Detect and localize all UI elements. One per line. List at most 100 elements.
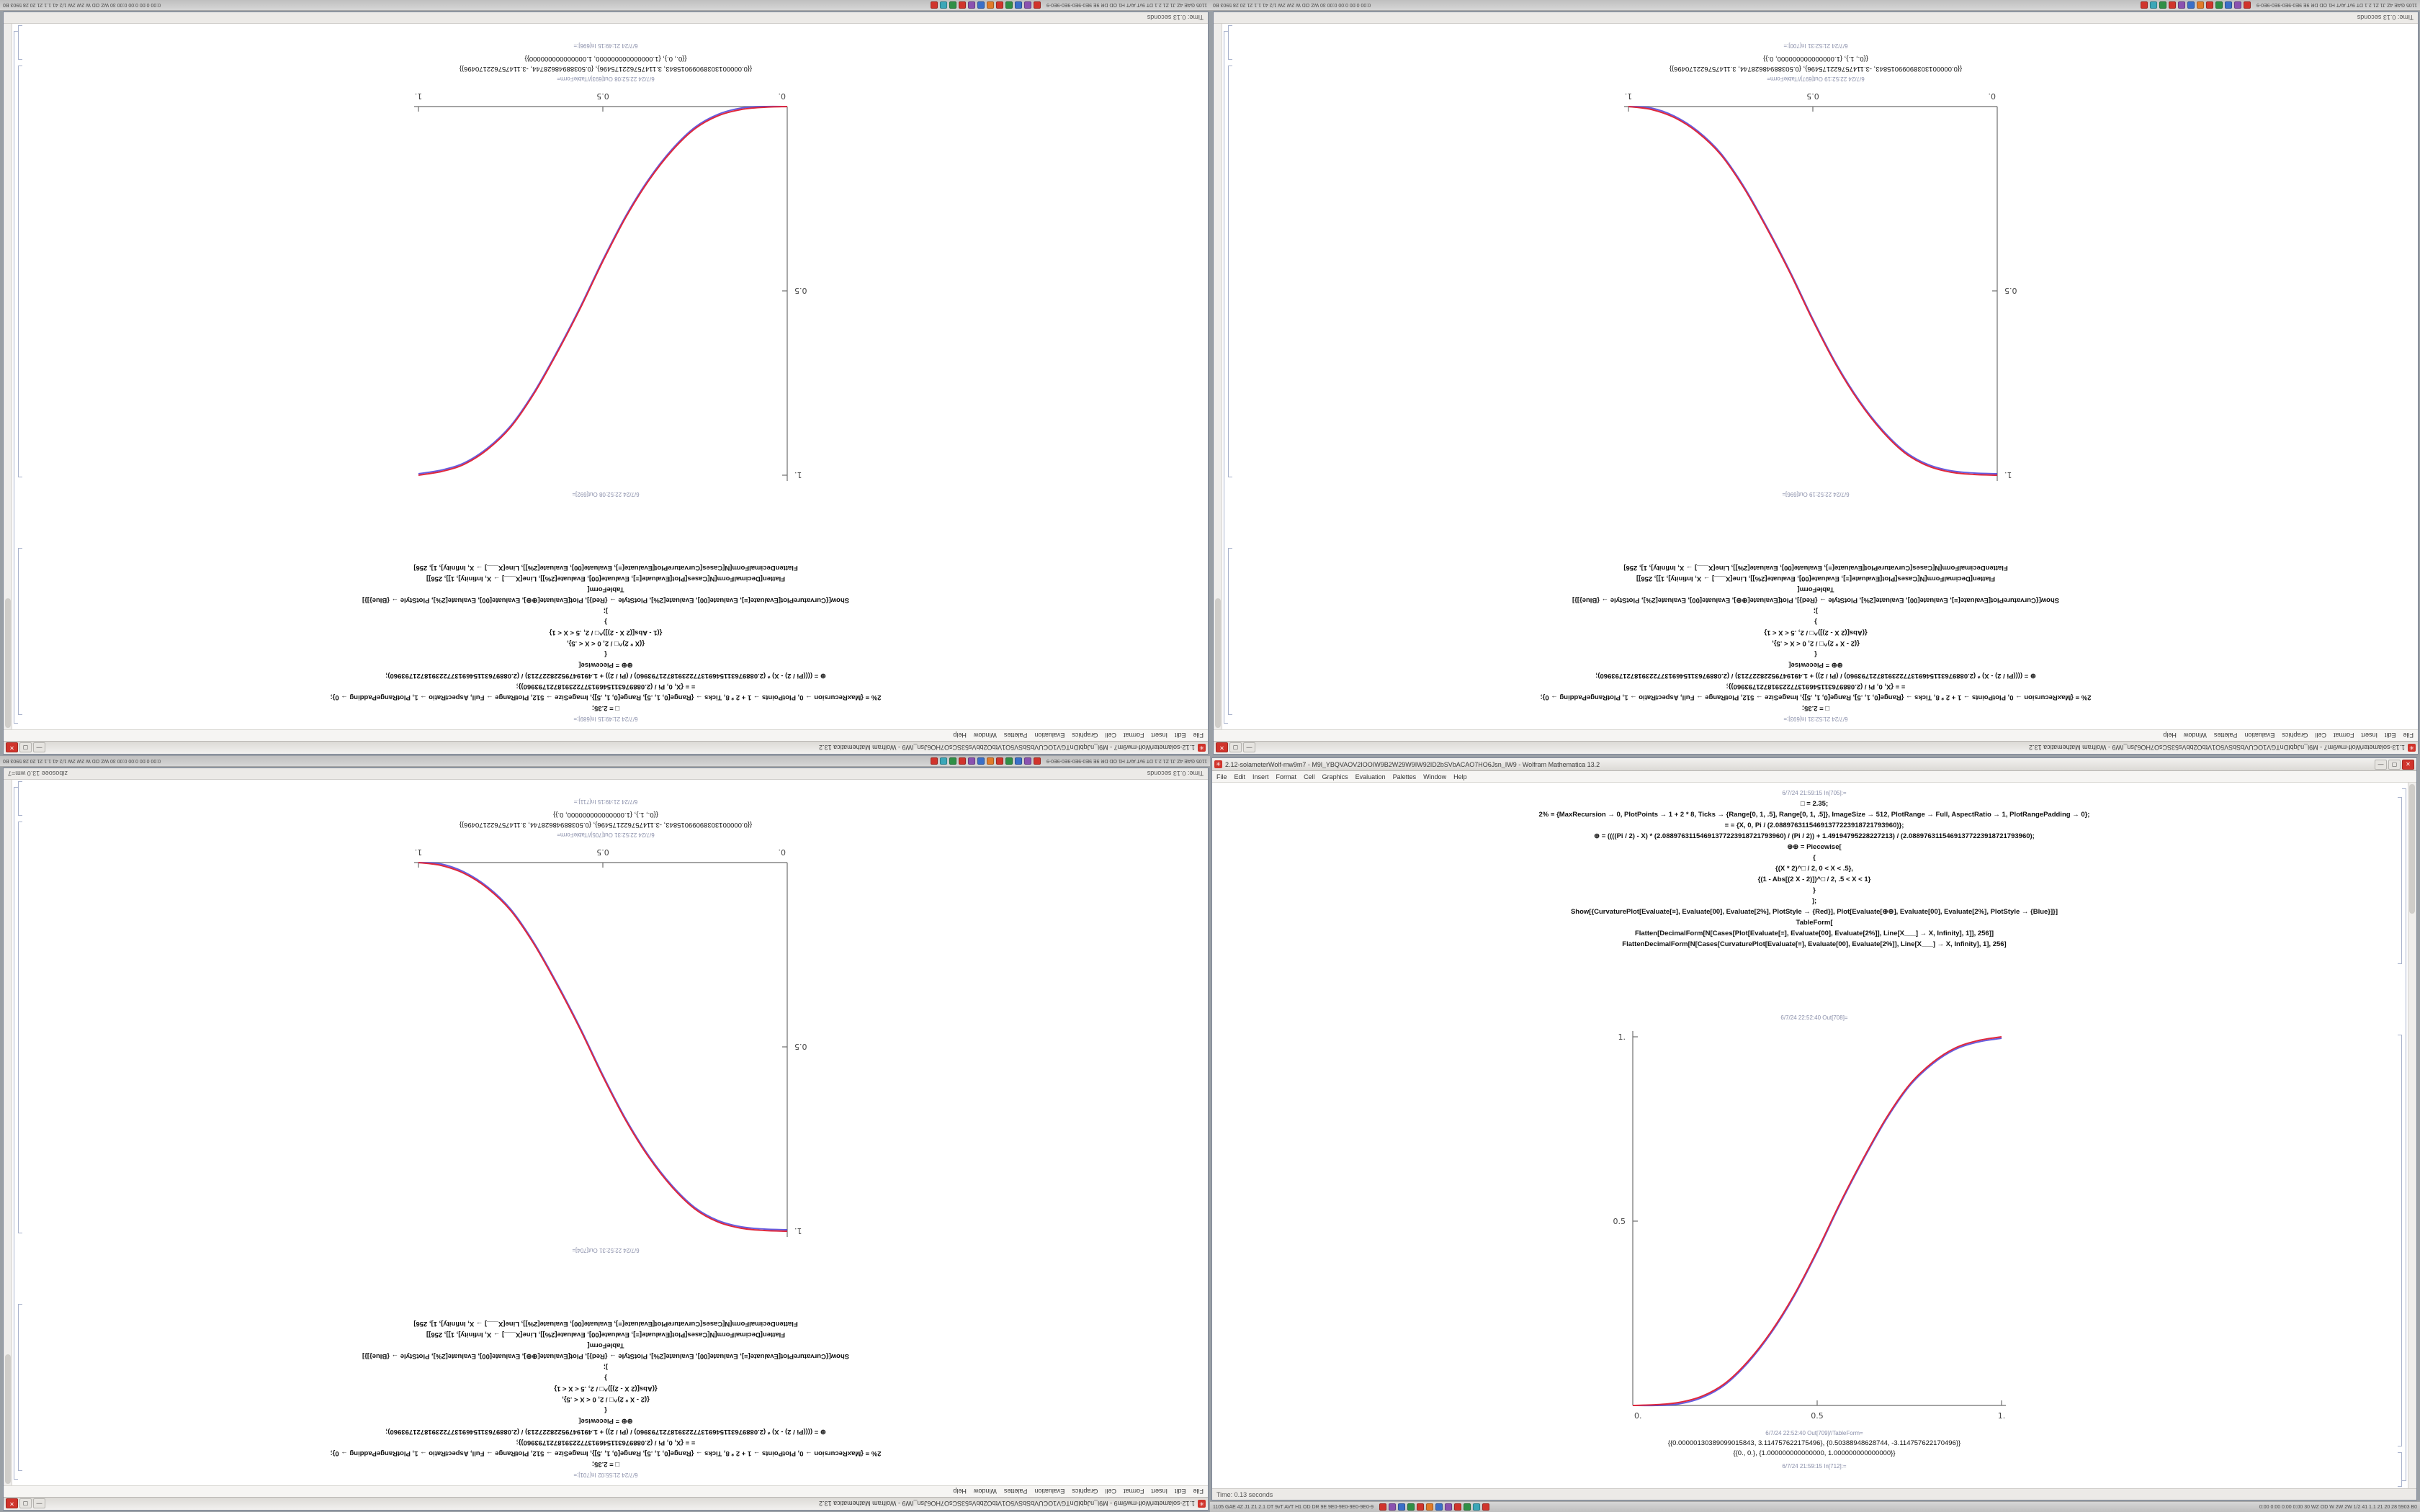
input-code-line[interactable]: 2% = {MaxRecursion → 0, PlotPoints → 1 +… — [330, 1449, 882, 1457]
menu-help[interactable]: Help — [2163, 732, 2177, 739]
files-icon[interactable] — [1407, 1503, 1415, 1511]
app-icon-orange[interactable] — [986, 1, 994, 9]
input-code-line[interactable]: {(2 - X * 2)^□ / 2, 0 < X < .5}, — [1772, 639, 1860, 647]
menu-insert[interactable]: Insert — [1252, 773, 1269, 780]
input-code-line[interactable]: } — [604, 1374, 607, 1382]
input-code-line[interactable]: ]; — [603, 1363, 609, 1371]
app-icon-teal[interactable] — [939, 1, 947, 9]
menu-file[interactable]: File — [1193, 1488, 1204, 1495]
files-icon[interactable] — [2159, 1, 2166, 9]
input-code-line[interactable]: FlattenDecimalForm[N[Cases[CurvaturePlot… — [1622, 940, 2007, 948]
input-code-line[interactable]: FlattenDecimalForm[N[Cases[CurvaturePlot… — [413, 564, 798, 572]
scrollbar-thumb[interactable] — [2409, 784, 2415, 914]
menu-graphics[interactable]: Graphics — [2282, 732, 2308, 739]
input-code-line[interactable]: □ = 2.35; — [591, 1460, 620, 1468]
menu-file[interactable]: File — [1216, 773, 1227, 780]
close-button[interactable]: ✕ — [1216, 742, 1228, 753]
input-code-line[interactable]: Show[{CurvaturePlot[Evaluate[≡], Evaluat… — [362, 596, 850, 604]
input-code-line[interactable]: TableForm[ — [1796, 919, 1833, 927]
cell-bracket[interactable] — [1228, 66, 1232, 477]
mathematica-icon[interactable] — [1033, 757, 1041, 765]
menu-graphics[interactable]: Graphics — [1072, 732, 1098, 739]
input-code-line[interactable]: { — [1813, 854, 1816, 862]
input-code-line[interactable]: ⊕⊕ = Piecewise[ — [1787, 843, 1842, 851]
browser-icon[interactable] — [1435, 1503, 1443, 1511]
files-icon[interactable] — [949, 757, 956, 765]
input-code-line[interactable]: Flatten[DecimalForm[N[Cases[Plot[Evaluat… — [1634, 930, 1994, 937]
cell-bracket[interactable] — [18, 822, 22, 1233]
input-code-line[interactable]: Show[{CurvaturePlot[Evaluate[≡], Evaluat… — [1572, 596, 2060, 604]
menu-format[interactable]: Format — [1123, 1488, 1144, 1495]
files-icon[interactable] — [949, 1, 956, 9]
vertical-scrollbar[interactable] — [4, 24, 12, 729]
mathematica-icon[interactable] — [1417, 1503, 1425, 1511]
files-icon[interactable] — [1005, 1, 1013, 9]
files-icon[interactable] — [1464, 1503, 1471, 1511]
notebook-content[interactable]: 6/7/24 21:52:31 In[693]:= □ = 2.35; 2% = … — [1214, 24, 2418, 729]
input-code-line[interactable]: ≡ = {X, 0, Pi / (2.088976311546913772239… — [516, 683, 696, 690]
mathematica-icon[interactable] — [2243, 1, 2251, 9]
app-icon-purple[interactable] — [1023, 757, 1031, 765]
input-code-line[interactable]: ≡ = {X, 0, Pi / (2.088976311546913772239… — [1726, 683, 1906, 690]
app-icon-orange[interactable] — [1426, 1503, 1434, 1511]
menu-edit[interactable]: Edit — [2384, 732, 2396, 739]
menu-format[interactable]: Format — [2333, 732, 2354, 739]
input-code-line[interactable]: 2% = {MaxRecursion → 0, PlotPoints → 1 +… — [330, 693, 882, 701]
scrollbar-thumb[interactable] — [5, 1354, 11, 1484]
vertical-scrollbar[interactable] — [1214, 24, 1222, 729]
input-code-line[interactable]: ⊕ = ((((Pi / 2) - X) * (2.08897631154691… — [385, 672, 826, 680]
input-code-line[interactable]: TableForm[ — [587, 585, 624, 593]
menu-insert[interactable]: Insert — [1151, 732, 1168, 739]
maximize-button[interactable]: ▢ — [1229, 742, 1242, 753]
input-code-line[interactable]: ≡ = {X, 0, Pi / (2.088976311546913772239… — [516, 1439, 696, 1446]
input-code-line[interactable]: Flatten[DecimalForm[N[Cases[Plot[Evaluat… — [426, 575, 786, 582]
mathematica-icon[interactable] — [958, 1, 966, 9]
mathematica-icon[interactable] — [958, 757, 966, 765]
menu-format[interactable]: Format — [1276, 773, 1297, 780]
app-icon-purple[interactable] — [2177, 1, 2185, 9]
cell-bracket[interactable] — [1228, 548, 1232, 715]
minimize-button[interactable]: — — [2375, 759, 2387, 770]
window-titlebar[interactable]: ✳ 2.12-solameterWolf-mw9m7 - M9l_YBQVAOV… — [1212, 758, 2416, 771]
notebook-content[interactable]: 6/7/24 21:55:02 In[701]:= □ = 2.35; 2% = … — [4, 780, 1208, 1485]
input-code-line[interactable]: ⊕ = ((((Pi / 2) - X) * (2.08897631154691… — [385, 1428, 826, 1436]
input-code-line[interactable]: FlattenDecimalForm[N[Cases[CurvaturePlot… — [1623, 564, 2008, 572]
menu-cell[interactable]: Cell — [1105, 732, 1116, 739]
app-icon-purple[interactable] — [1389, 1503, 1397, 1511]
cell-bracket[interactable] — [18, 1304, 22, 1471]
minimize-button[interactable]: — — [1243, 742, 1255, 753]
cell-bracket[interactable] — [2398, 1452, 2402, 1487]
input-code-line[interactable]: 2% = {MaxRecursion → 0, PlotPoints → 1 +… — [1538, 811, 2090, 819]
menu-edit[interactable]: Edit — [1174, 1488, 1186, 1495]
menu-cell[interactable]: Cell — [2315, 732, 2326, 739]
close-button[interactable]: ✕ — [6, 1498, 18, 1509]
maximize-button[interactable]: ▢ — [19, 1498, 32, 1509]
menu-palettes[interactable]: Palettes — [1392, 773, 1417, 780]
cell-bracket[interactable] — [18, 66, 22, 477]
input-code-line[interactable]: ⊕⊕ = Piecewise[ — [1788, 661, 1843, 669]
cell-bracket[interactable] — [18, 548, 22, 715]
menu-palettes[interactable]: Palettes — [1003, 732, 1028, 739]
app-icon-purple[interactable] — [1023, 1, 1031, 9]
menu-cell[interactable]: Cell — [1105, 1488, 1116, 1495]
window-titlebar[interactable]: ✳ 1.13-solameterWolf-mw9m7 - M9l_nJqbIDn… — [1214, 741, 2418, 754]
app-icon-purple[interactable] — [1445, 1503, 1453, 1511]
menu-graphics[interactable]: Graphics — [1322, 773, 1348, 780]
mathematica-icon[interactable] — [2205, 1, 2213, 9]
input-code-line[interactable]: ⊕ = ((((Pi / 2) - X) * (2.08897631154691… — [1595, 672, 2036, 680]
input-code-line[interactable]: 2% = {MaxRecursion → 0, PlotPoints → 1 +… — [1540, 693, 2092, 701]
input-code-line[interactable]: { — [604, 1406, 607, 1414]
browser-icon[interactable] — [977, 757, 985, 765]
input-code-line[interactable]: TableForm[ — [1797, 585, 1834, 593]
menu-palettes[interactable]: Palettes — [2213, 732, 2238, 739]
mathematica-icon[interactable] — [1379, 1503, 1387, 1511]
app-icon-orange[interactable] — [986, 757, 994, 765]
input-code-line[interactable]: ]; — [1813, 607, 1819, 615]
input-code-line[interactable]: {(1 - Abs[(2 X - 2)])^□ / 2, .5 < X < 1} — [549, 629, 663, 636]
input-code-line[interactable]: {(1 - Abs[(2 X - 2)])^□ / 2, .5 < X < 1} — [1757, 876, 1871, 883]
menu-insert[interactable]: Insert — [2361, 732, 2378, 739]
menu-insert[interactable]: Insert — [1151, 1488, 1168, 1495]
menu-window[interactable]: Window — [973, 732, 997, 739]
cell-bracket[interactable] — [2398, 1035, 2402, 1446]
menu-graphics[interactable]: Graphics — [1072, 1488, 1098, 1495]
